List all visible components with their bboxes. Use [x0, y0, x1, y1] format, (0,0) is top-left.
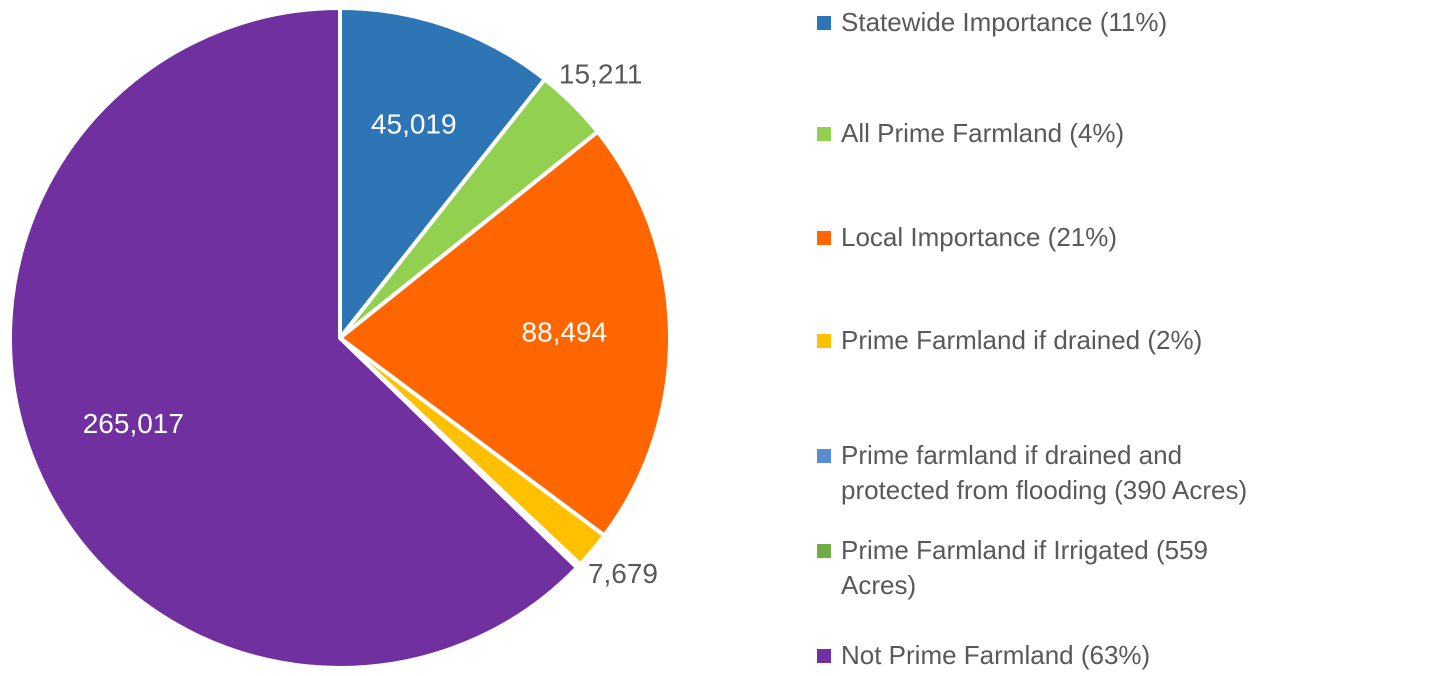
- legend-swatch: [817, 334, 831, 348]
- legend-item: Statewide Importance (11%): [817, 5, 1417, 40]
- legend-swatch: [817, 16, 831, 30]
- legend-label: Local Importance (21%): [841, 222, 1118, 252]
- legend-label: Prime Farmland if drained (2%): [841, 325, 1203, 355]
- legend-label: Not Prime Farmland (63%): [841, 640, 1151, 670]
- pie-slice: [338, 129, 672, 538]
- legend-label: Prime Farmland if Irrigated (559 Acres): [841, 535, 1209, 600]
- legend-label: All Prime Farmland (4%): [841, 118, 1125, 148]
- data-label: 7,679: [588, 558, 658, 589]
- legend-item: Local Importance (21%): [817, 220, 1417, 255]
- legend-label: Prime farmland if drained and protected …: [841, 440, 1248, 505]
- legend-swatch: [817, 127, 831, 141]
- legend-item: All Prime Farmland (4%): [817, 116, 1417, 151]
- data-label: 88,494: [522, 317, 608, 348]
- legend-swatch: [817, 449, 831, 463]
- legend-swatch: [817, 544, 831, 558]
- data-label: 265,017: [83, 408, 184, 439]
- legend-item: Prime farmland if drained and protected …: [817, 438, 1417, 508]
- pie-slice: [338, 6, 547, 340]
- legend-swatch: [817, 649, 831, 663]
- legend-item: Prime Farmland if Irrigated (559 Acres): [817, 533, 1417, 603]
- data-label: 15,211: [559, 58, 643, 89]
- legend-label: Statewide Importance (11%): [841, 7, 1168, 37]
- legend-swatch: [817, 231, 831, 245]
- legend-item: Not Prime Farmland (63%): [817, 638, 1417, 673]
- pie: 45,019 15,211 88,494 7,679 265,017: [8, 6, 672, 670]
- legend-item: Prime Farmland if drained (2%): [817, 323, 1417, 358]
- pie-slice: [8, 6, 579, 670]
- data-label: 45,019: [371, 108, 457, 139]
